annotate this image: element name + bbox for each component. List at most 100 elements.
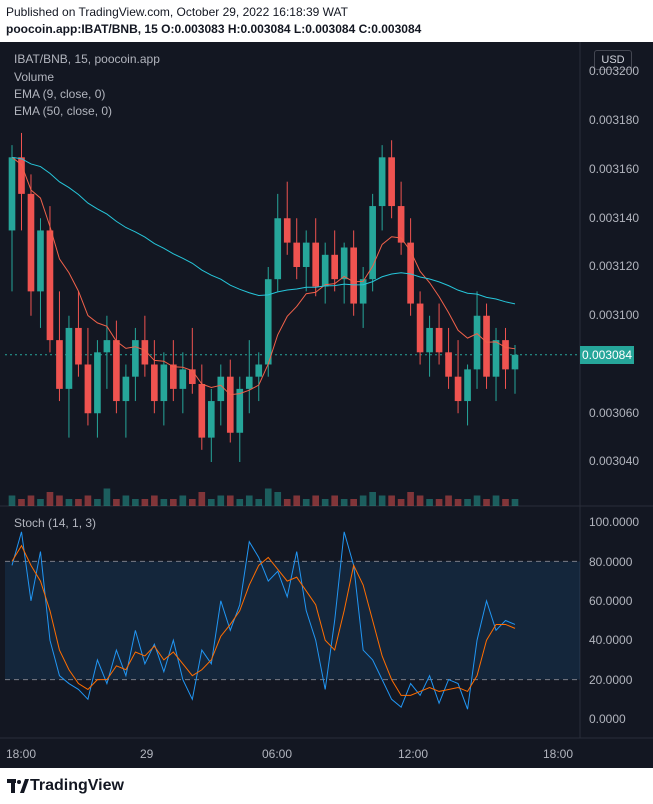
candle-body: [226, 376, 234, 433]
candle-body: [8, 157, 16, 231]
published-header: Published on TradingView.com, October 29…: [0, 0, 653, 42]
time-label: 18:00: [6, 747, 37, 761]
ohlc-text: poocoin.app:IBAT/BNB, 15 O:0.003083 H:0.…: [6, 22, 422, 36]
candle-body: [18, 157, 25, 194]
candle-body: [445, 352, 452, 377]
candle-body: [407, 242, 414, 304]
legend-symbol[interactable]: IBAT/BNB, 15, poocoin.app: [14, 52, 160, 66]
volume-bar: [274, 492, 282, 506]
volume-bar: [350, 499, 357, 506]
legend-ema9[interactable]: EMA (9, close, 0): [14, 87, 106, 101]
candle-body: [302, 242, 310, 267]
volume-bar: [407, 492, 414, 506]
volume-bar: [426, 499, 433, 506]
candle-body: [46, 230, 54, 341]
volume-bar: [8, 495, 16, 506]
candle-body: [331, 254, 339, 280]
last-price-tag: 0.003084: [580, 346, 634, 364]
price-label: 0.003200: [589, 64, 640, 78]
volume-bar: [27, 495, 35, 506]
time-label: 18:00: [543, 747, 574, 761]
candle-body: [132, 340, 139, 377]
candle-body: [378, 157, 386, 207]
candle-body: [84, 364, 92, 414]
volume-bar: [94, 499, 101, 506]
candle-body: [492, 340, 500, 377]
candle-body: [198, 384, 206, 438]
chart-area[interactable]: [0, 42, 653, 768]
stoch-label: 60.0000: [589, 594, 633, 608]
price-label: 0.003040: [589, 454, 640, 468]
volume-bar: [445, 495, 452, 506]
candle-body: [113, 340, 120, 402]
candle-body: [511, 354, 519, 370]
candle-body: [103, 340, 111, 353]
stoch-label: 0.0000: [589, 712, 626, 726]
candle-body: [388, 157, 395, 207]
volume-bar: [151, 495, 158, 506]
tradingview-brand[interactable]: TradingView: [30, 777, 124, 794]
volume-bar: [103, 488, 111, 506]
ema50-line: [11, 156, 516, 305]
volume-bar: [435, 499, 443, 506]
stoch-label: 20.0000: [589, 673, 633, 687]
volume-bar: [492, 495, 500, 506]
candle-body: [426, 327, 433, 353]
volume-bar: [331, 495, 339, 506]
volume-bar: [464, 499, 471, 506]
stoch-k-line: [11, 531, 516, 710]
candle-body: [56, 340, 63, 389]
volume-bar: [369, 492, 376, 506]
candle-body: [397, 206, 405, 243]
price-label: 0.003160: [589, 162, 640, 176]
candle-body: [435, 327, 443, 353]
currency-button[interactable]: USD: [594, 50, 632, 70]
candle-body: [359, 279, 367, 304]
volume-bar: [170, 499, 177, 506]
candle-body: [340, 247, 348, 280]
candle-body: [122, 376, 130, 402]
price-label: 0.003120: [589, 259, 640, 273]
legend-ema50[interactable]: EMA (50, close, 0): [14, 104, 113, 118]
candle-body: [160, 364, 168, 402]
price-label: 0.003180: [589, 113, 640, 127]
chart-canvas[interactable]: [0, 42, 653, 768]
candle-body: [293, 242, 301, 267]
legend-stoch[interactable]: Stoch (14, 1, 3): [14, 516, 97, 530]
footer-bar: TradingView: [0, 768, 653, 804]
volume-bar: [483, 499, 490, 506]
volume-bar: [264, 488, 272, 506]
volume-bar: [56, 495, 63, 506]
volume-bar: [511, 499, 519, 506]
stoch-band: [5, 561, 580, 680]
stoch-label: 80.0000: [589, 555, 633, 569]
candle-body: [236, 388, 244, 433]
candle-body: [141, 340, 149, 365]
candle-body: [312, 242, 320, 287]
candle-body: [170, 364, 177, 389]
time-label: 12:00: [398, 747, 429, 761]
candle-body: [283, 218, 291, 243]
candle-body: [255, 364, 263, 377]
candle-body: [179, 369, 187, 389]
volume-bar: [388, 495, 395, 506]
volume-bar: [302, 499, 310, 506]
volume-bar: [321, 499, 329, 506]
candle-body: [188, 369, 196, 384]
volume-bar: [188, 499, 196, 506]
volume-bar: [359, 495, 367, 506]
candle-body: [274, 218, 282, 280]
stoch-label: 100.0000: [589, 515, 640, 529]
volume-bar: [132, 499, 139, 506]
volume-bar: [397, 499, 405, 506]
volume-bar: [293, 495, 301, 506]
candle-body: [416, 303, 424, 353]
candle-body: [151, 364, 158, 402]
legend-volume[interactable]: Volume: [14, 70, 55, 84]
volume-bar: [46, 492, 54, 506]
candle-body: [94, 352, 101, 414]
volume-bar: [113, 499, 120, 506]
volume-bar: [65, 499, 73, 506]
tradingview-logo-icon: [7, 779, 29, 793]
volume-bar: [255, 499, 263, 506]
